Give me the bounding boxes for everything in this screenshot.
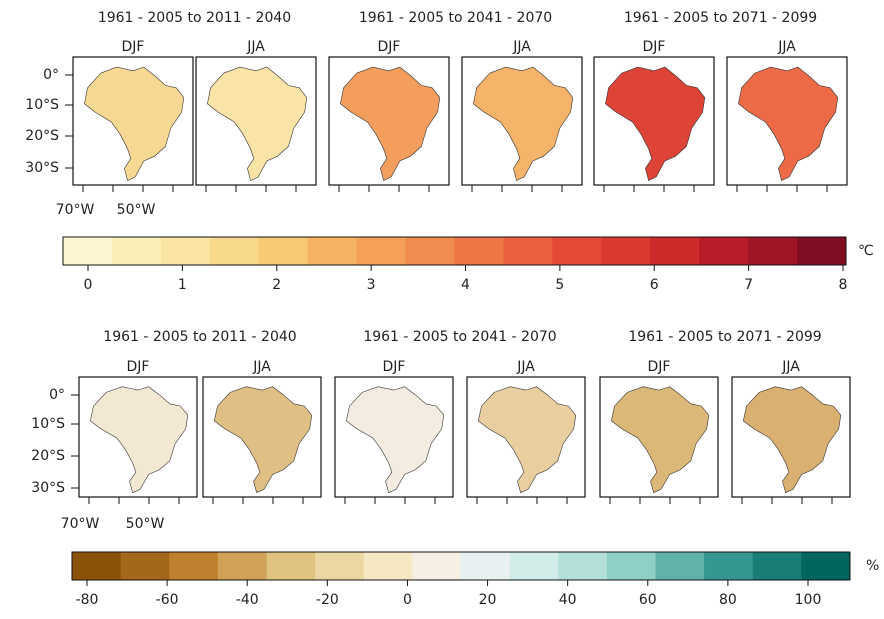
season-label: DJF: [122, 39, 145, 55]
colorbar-bin: [412, 552, 461, 580]
period-title: 1961 - 2005 to 2011 - 2040: [98, 10, 291, 26]
colorbar-bin: [461, 552, 510, 580]
colorbar-bin: [267, 552, 316, 580]
lon-label: 50°W: [126, 516, 165, 532]
colorbar-tick-label: 4: [461, 277, 470, 293]
colorbar-bin: [753, 552, 802, 580]
colorbar-tick-label: 100: [795, 592, 822, 608]
colorbar-tick-label: 7: [744, 277, 753, 293]
season-label: DJF: [643, 39, 666, 55]
season-label: JJA: [777, 39, 796, 55]
country-map: [473, 67, 572, 181]
colorbar-bin: [797, 237, 846, 265]
colorbar-tick-label: 80: [719, 592, 737, 608]
period-title: 1961 - 2005 to 2041 - 2070: [363, 329, 556, 345]
season-label: JJA: [252, 359, 271, 375]
country-map: [605, 67, 704, 181]
season-label: DJF: [127, 359, 150, 375]
period-title: 1961 - 2005 to 2071 - 2099: [628, 329, 821, 345]
colorbar-tick-label: -20: [316, 592, 339, 608]
colorbar-bin: [121, 552, 170, 580]
figure: 1961 - 2005 to 2011 - 2040 1961 - 2005 to…: [0, 0, 884, 615]
colorbar-bin: [558, 552, 607, 580]
colorbar-bin: [357, 237, 406, 265]
colorbar-tick-label: 0: [84, 277, 93, 293]
lat-label: 0°: [49, 387, 65, 403]
colorbar-bin: [315, 552, 364, 580]
country-map: [90, 387, 188, 493]
season-label: JJA: [246, 39, 265, 55]
colorbar-tick-label: -40: [236, 592, 259, 608]
colorbar-bin: [699, 237, 748, 265]
colorbar-tick-label: -80: [76, 592, 99, 608]
colorbar-unit: %: [866, 558, 879, 574]
country-map: [743, 387, 841, 493]
colorbar-bin: [169, 552, 218, 580]
lat-label: 30°S: [25, 160, 59, 176]
colorbar-tick-label: 8: [839, 277, 848, 293]
colorbar-tick-label: 6: [650, 277, 659, 293]
colorbar-tick-label: 2: [272, 277, 281, 293]
colorbar-bin: [650, 237, 699, 265]
colorbar-bin: [704, 552, 753, 580]
season-label: JJA: [516, 359, 535, 375]
colorbar-bin: [656, 552, 705, 580]
country-map: [84, 67, 183, 181]
colorbar-bin: [406, 237, 455, 265]
lat-label: 10°S: [25, 97, 59, 113]
season-label: DJF: [648, 359, 671, 375]
colorbar-tick-label: 60: [639, 592, 657, 608]
lat-label: 20°S: [25, 128, 59, 144]
colorbar-bin: [748, 237, 797, 265]
colorbar-bin: [552, 237, 601, 265]
period-title: 1961 - 2005 to 2071 - 2099: [624, 10, 817, 26]
country-map: [478, 387, 576, 493]
lat-label: 0°: [43, 67, 59, 83]
colorbar-tick-label: 20: [479, 592, 497, 608]
country-map: [214, 387, 311, 493]
country-map: [738, 67, 837, 181]
colorbar-unit: ℃: [858, 243, 874, 259]
colorbar-bin: [308, 237, 357, 265]
season-label: DJF: [378, 39, 401, 55]
colorbar-bin: [161, 237, 210, 265]
colorbar-bin: [601, 237, 650, 265]
season-label: JJA: [512, 39, 531, 55]
colorbar-bin: [801, 552, 850, 580]
colorbar-tick-label: 5: [555, 277, 564, 293]
colorbar-bin: [63, 237, 112, 265]
colorbar-tick-label: 1: [178, 277, 187, 293]
colorbar-tick-label: 40: [559, 592, 577, 608]
period-title: 1961 - 2005 to 2011 - 2040: [103, 329, 296, 345]
colorbar-bin: [112, 237, 161, 265]
colorbar-bin: [503, 237, 552, 265]
country-map: [207, 67, 306, 181]
season-label: DJF: [383, 359, 406, 375]
lat-label: 20°S: [31, 448, 65, 464]
colorbar-bin: [510, 552, 559, 580]
country-map: [346, 387, 444, 493]
lat-label: 30°S: [31, 480, 65, 496]
country-map: [340, 67, 439, 181]
lon-label: 50°W: [117, 202, 156, 218]
season-label: JJA: [781, 359, 800, 375]
colorbar-bin: [259, 237, 308, 265]
colorbar-tick-label: 0: [403, 592, 412, 608]
colorbar-bin: [218, 552, 267, 580]
colorbar-tick-label: -60: [156, 592, 179, 608]
colorbar-bin: [607, 552, 656, 580]
period-title: 1961 - 2005 to 2041 - 2070: [359, 10, 552, 26]
lat-label: 10°S: [31, 416, 65, 432]
lon-label: 70°W: [61, 516, 100, 532]
colorbar-bin: [455, 237, 504, 265]
colorbar-bin: [364, 552, 413, 580]
lon-label: 70°W: [56, 202, 95, 218]
colorbar-bin: [210, 237, 259, 265]
colorbar-bin: [72, 552, 121, 580]
colorbar-tick-label: 3: [367, 277, 376, 293]
country-map: [611, 387, 709, 493]
